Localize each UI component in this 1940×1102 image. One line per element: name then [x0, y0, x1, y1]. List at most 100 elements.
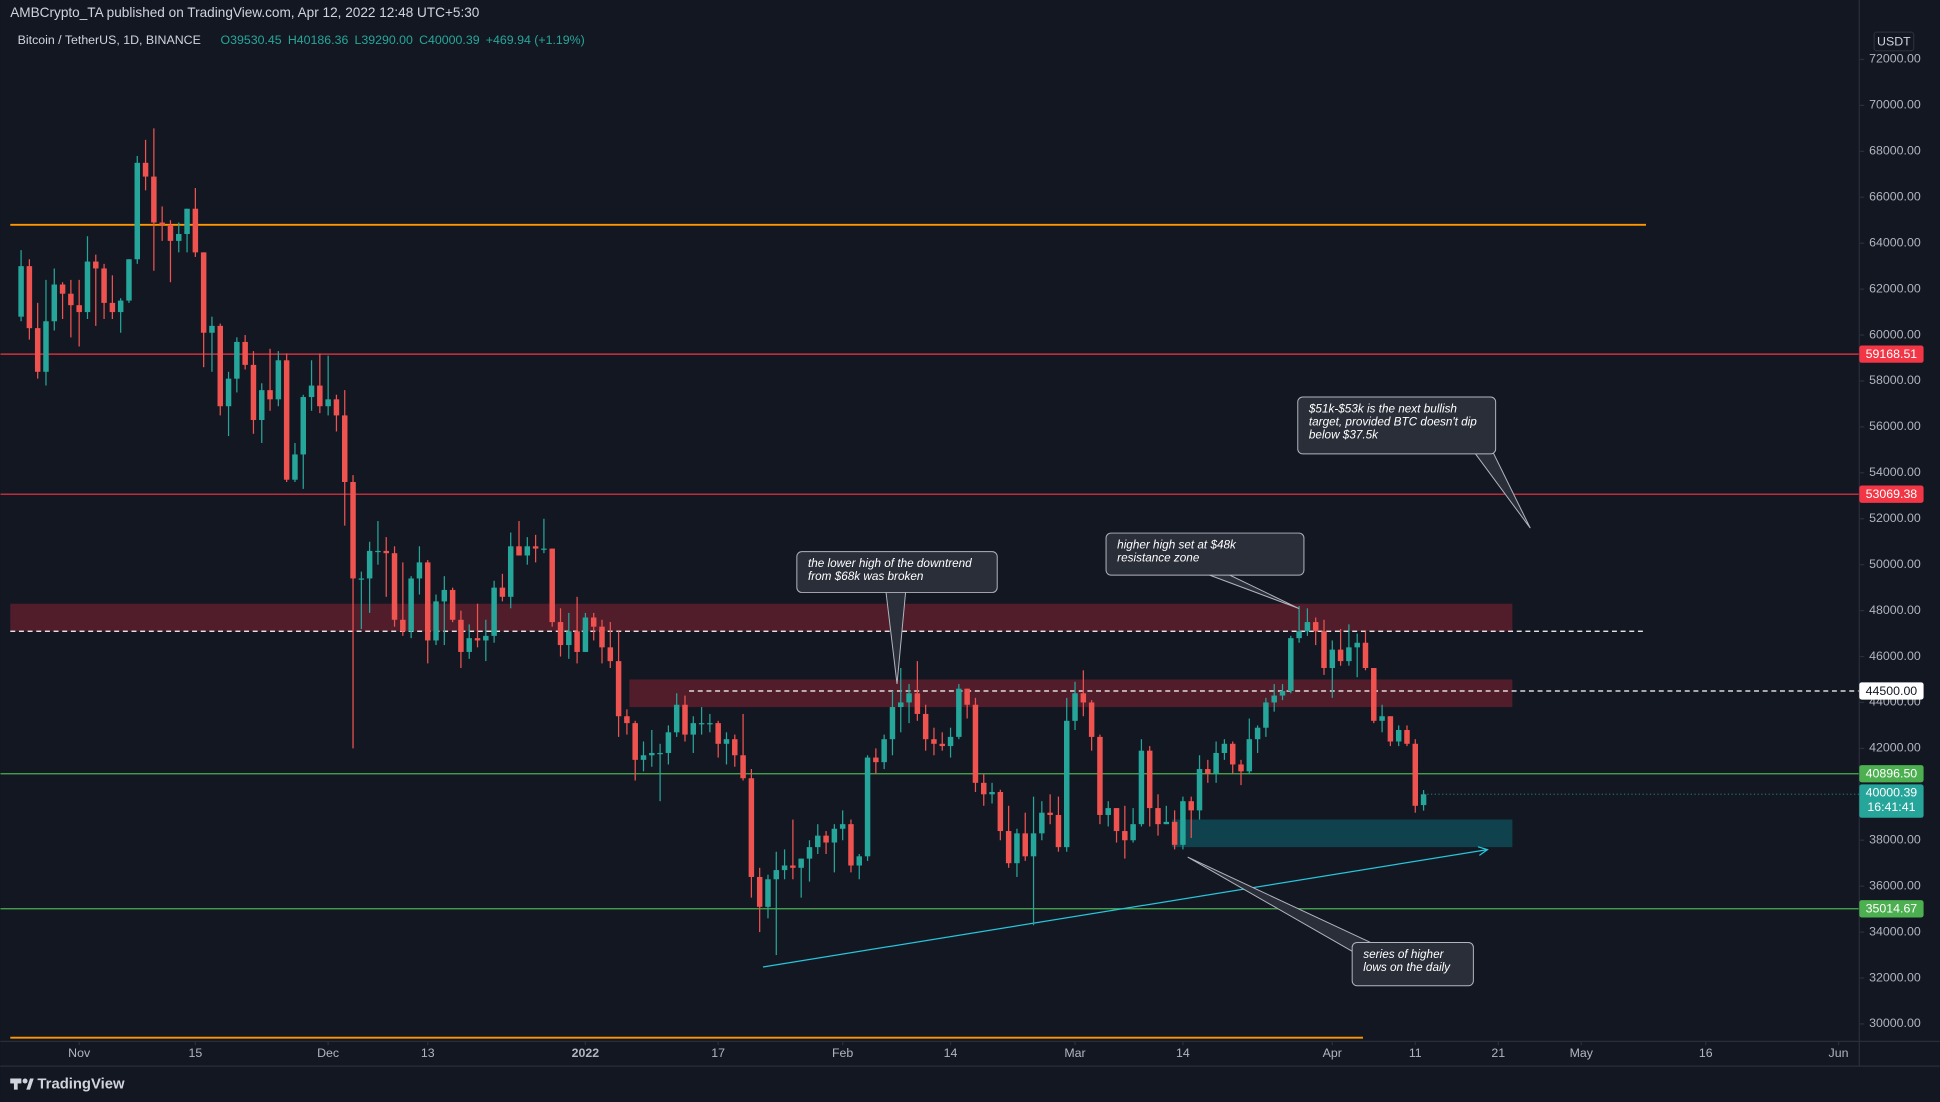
candle-body: [159, 222, 165, 225]
y-tick-label: 68000.00: [1869, 144, 1921, 158]
x-tick-label: 15: [188, 1046, 202, 1060]
candle-body: [1122, 831, 1128, 841]
currency-box: [1873, 31, 1915, 52]
candle-body: [1072, 693, 1078, 721]
y-tick-label: 50000.00: [1869, 557, 1921, 571]
candle-body: [383, 550, 389, 554]
candle-body: [1180, 801, 1186, 845]
y-tick-label: 56000.00: [1869, 419, 1921, 433]
candle-body: [1337, 649, 1344, 662]
candle-body: [1097, 736, 1103, 815]
candle-body: [267, 390, 273, 400]
last-price-label: 40000.39: [1866, 785, 1918, 799]
candle-body: [491, 587, 497, 636]
y-tick-label: 32000.00: [1869, 970, 1921, 984]
candle-body: [43, 321, 49, 372]
candle-body: [649, 752, 655, 756]
x-tick-label: Jun: [1829, 1046, 1849, 1060]
ohlc-value: +469.94 (+1.19%): [486, 33, 585, 47]
candle-body: [1312, 622, 1319, 632]
candle-body: [167, 224, 174, 241]
candle-body: [798, 858, 804, 868]
candle-body: [184, 208, 190, 234]
candle-body: [1296, 631, 1302, 639]
y-tick-label: 30000.00: [1869, 1016, 1921, 1030]
candle-body: [350, 482, 356, 579]
symbol-title: Bitcoin / TetherUS, 1D, BINANCE: [18, 33, 201, 47]
brand-logo: [10, 1078, 34, 1090]
candle-body: [458, 619, 464, 652]
candle-body: [1005, 831, 1012, 864]
candle-body: [1379, 716, 1385, 721]
price-tag: [1859, 900, 1924, 918]
candle-body: [1055, 814, 1062, 848]
candle-body: [532, 546, 539, 549]
candle-body: [507, 546, 514, 597]
candle-body: [424, 562, 431, 641]
candle-body: [1188, 801, 1194, 811]
candle-body: [101, 268, 107, 303]
candle-body: [922, 713, 929, 740]
candle-body: [557, 622, 564, 646]
zone: [10, 603, 1513, 632]
candle-body: [723, 739, 730, 744]
candle-body: [566, 631, 572, 646]
candle-body: [441, 589, 448, 602]
candle-body: [375, 550, 381, 553]
callout-box: [796, 551, 998, 593]
candle-body: [300, 397, 306, 455]
candle-body: [109, 302, 116, 313]
candle-body: [1395, 730, 1402, 742]
publisher: AMBCrypto_TA published on TradingView.co…: [10, 5, 480, 20]
candle-body: [732, 739, 738, 756]
candle-body: [1063, 720, 1070, 848]
candle-body: [1304, 622, 1311, 632]
candle-body: [1238, 764, 1244, 772]
candle-body: [1346, 647, 1352, 662]
candle-body: [483, 635, 489, 641]
candle-body: [989, 792, 995, 795]
candle-body: [640, 755, 647, 760]
candle-body: [499, 587, 506, 597]
candle-body: [1105, 808, 1111, 815]
candle-body: [524, 546, 531, 556]
x-tick-label: Apr: [1323, 1046, 1342, 1060]
candle-body: [914, 693, 921, 714]
candle-body: [682, 704, 688, 735]
candle-body: [250, 364, 257, 421]
candle-body: [1246, 739, 1253, 772]
candle-body: [740, 755, 746, 779]
candle-body: [748, 778, 755, 877]
x-tick-label: 14: [1176, 1046, 1190, 1060]
candle-body: [200, 252, 207, 333]
price-tag-label: 59168.51: [1866, 347, 1918, 361]
ohlc-value: O39530.45: [220, 33, 281, 47]
candle-body: [1321, 631, 1327, 669]
candle-body: [51, 284, 58, 322]
x-tick-label: 2022: [572, 1046, 600, 1060]
y-tick-label: 64000.00: [1869, 235, 1921, 249]
y-tick-label: 42000.00: [1869, 741, 1921, 755]
y-tick-label: 38000.00: [1869, 833, 1921, 847]
candle-body: [342, 415, 348, 483]
candle-body: [1030, 833, 1037, 857]
candle-body: [26, 266, 33, 329]
candle-body: [449, 589, 456, 620]
candle-body: [151, 176, 157, 223]
candle-body: [549, 548, 555, 623]
x-tick-label: 21: [1491, 1046, 1505, 1060]
plot-area: [0, 128, 1860, 1039]
y-tick-label: 62000.00: [1869, 281, 1921, 295]
candle-body: [698, 723, 705, 725]
candle-body: [873, 757, 879, 763]
candle-body: [408, 578, 414, 632]
y-tick-label: 34000.00: [1869, 924, 1921, 938]
countdown: 16:41:41: [1867, 800, 1915, 814]
candle-body: [1371, 668, 1377, 721]
callout-box: [1105, 532, 1305, 576]
candle-body: [325, 399, 331, 407]
x-tick-label: 13: [421, 1046, 435, 1060]
price-tag-label: 35014.67: [1866, 902, 1918, 916]
candle-body: [283, 360, 290, 480]
